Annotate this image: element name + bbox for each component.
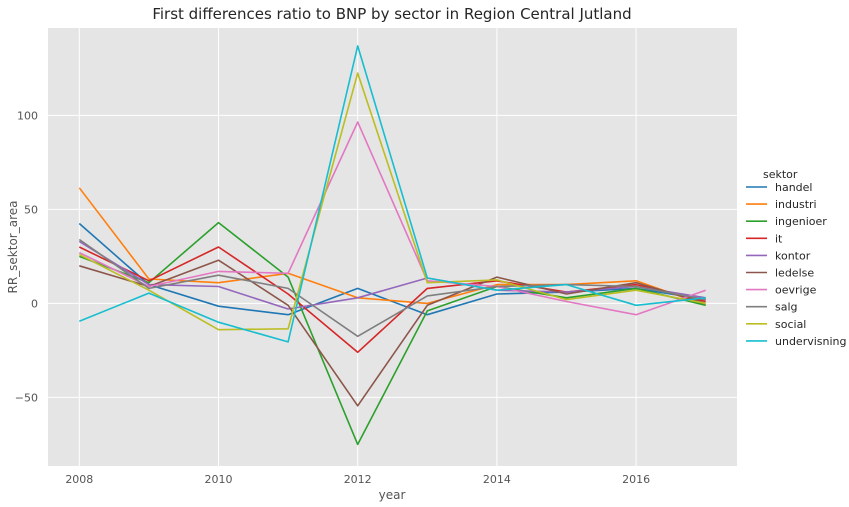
- series-line-undervisning: [78, 45, 706, 343]
- x-tick-label: 2014: [483, 473, 511, 486]
- legend-item-it: it: [775, 232, 783, 245]
- legend-item-ingenioer: ingenioer: [775, 215, 827, 228]
- x-tick-label: 2010: [205, 473, 233, 486]
- series-line-industri: [78, 187, 706, 307]
- series-line-kontor: [78, 240, 706, 310]
- y-tick-label: 100: [17, 109, 38, 122]
- x-tick-label: 2012: [344, 473, 372, 486]
- series-line-ingenioer: [79, 221, 706, 446]
- legend-item-industri: industri: [775, 198, 817, 211]
- series-line-ledelse: [79, 259, 706, 407]
- series-line-handel: [78, 222, 706, 316]
- legend-item-salg: salg: [775, 301, 798, 314]
- plot-area: [48, 28, 737, 466]
- chart-title: First differences ratio to BNP by sector…: [152, 5, 631, 23]
- legend-item-social: social: [775, 318, 806, 331]
- x-tick-label: 2008: [65, 473, 93, 486]
- legend-item-kontor: kontor: [775, 249, 811, 262]
- legend-item-ledelse: ledelse: [775, 267, 814, 280]
- series-line-oevrige: [78, 121, 706, 316]
- legend: sektor handel industri ingenioer it kontor le…: [746, 168, 847, 348]
- x-axis-label: year: [379, 488, 406, 502]
- series-line-salg: [78, 238, 706, 338]
- y-tick-label: 50: [24, 203, 38, 216]
- y-axis-label: RR_sektor_area: [6, 201, 20, 294]
- x-tick-label: 2016: [622, 473, 650, 486]
- legend-item-handel: handel: [775, 181, 813, 194]
- legend-item-oevrige: oevrige: [775, 284, 817, 297]
- legend-title: sektor: [763, 168, 798, 181]
- y-tick-label: −50: [15, 391, 38, 404]
- legend-item-undervisning: undervisning: [775, 335, 847, 348]
- y-tick-label: 0: [31, 297, 38, 310]
